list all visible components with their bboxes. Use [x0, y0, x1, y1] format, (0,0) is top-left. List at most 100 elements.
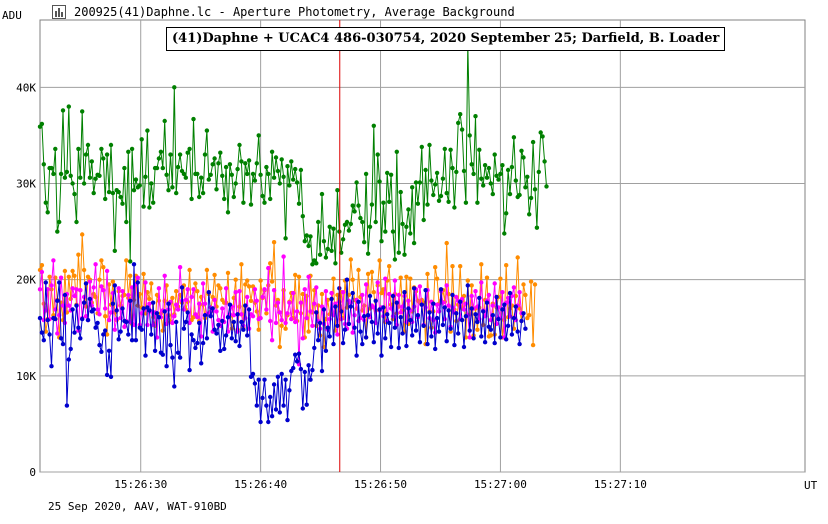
data-point	[58, 336, 64, 341]
data-point	[223, 164, 229, 170]
data-point	[375, 280, 380, 285]
data-point	[319, 291, 325, 297]
data-point	[149, 181, 154, 186]
data-point	[72, 191, 77, 197]
data-point	[99, 349, 104, 354]
data-point	[362, 314, 367, 319]
data-point	[85, 142, 91, 148]
data-point	[479, 334, 484, 339]
data-point	[246, 284, 252, 289]
data-point	[183, 319, 188, 325]
data-point	[277, 344, 282, 350]
data-point	[254, 161, 259, 166]
data-point	[62, 292, 68, 298]
data-point	[108, 374, 114, 379]
data-point	[356, 299, 361, 304]
data-point	[181, 307, 187, 312]
data-point	[446, 303, 451, 308]
data-point	[191, 338, 196, 343]
data-point	[385, 170, 390, 176]
data-point	[291, 290, 296, 296]
data-point	[269, 279, 275, 284]
data-point	[231, 319, 236, 325]
data-point	[60, 108, 66, 113]
data-point	[264, 311, 269, 316]
data-point	[316, 338, 321, 343]
data-point	[427, 310, 432, 315]
data-point	[174, 289, 179, 294]
data-point	[104, 268, 110, 274]
data-point	[475, 327, 480, 332]
data-point	[250, 314, 256, 319]
data-point	[456, 120, 461, 126]
data-point	[175, 307, 181, 312]
data-point	[37, 287, 43, 292]
data-point	[502, 317, 507, 323]
data-point	[74, 303, 79, 308]
data-point	[298, 167, 304, 173]
data-point	[122, 165, 127, 171]
data-point	[106, 317, 112, 323]
data-point	[411, 286, 417, 291]
data-point	[356, 267, 361, 273]
data-point	[517, 290, 522, 295]
data-point	[358, 329, 363, 334]
data-point	[461, 307, 467, 312]
data-point	[243, 282, 248, 287]
data-point	[66, 357, 72, 362]
data-point	[465, 283, 470, 288]
data-point	[268, 261, 273, 266]
data-point	[170, 320, 175, 326]
data-point	[104, 152, 110, 157]
data-point	[147, 301, 152, 306]
data-point	[308, 234, 313, 239]
data-point	[57, 280, 62, 285]
data-point	[264, 164, 269, 170]
series-2	[37, 254, 524, 367]
data-point	[335, 323, 340, 328]
data-point	[308, 309, 313, 314]
data-point	[469, 162, 474, 167]
data-point	[465, 278, 470, 283]
data-point	[51, 171, 56, 177]
data-point	[185, 287, 190, 292]
data-point	[151, 200, 156, 205]
data-point	[423, 167, 428, 173]
data-point	[484, 175, 490, 180]
data-point	[271, 382, 277, 387]
data-point	[118, 194, 123, 200]
data-point	[340, 340, 346, 346]
data-point	[440, 322, 446, 328]
data-point	[141, 271, 146, 277]
data-point	[206, 290, 211, 295]
data-point	[467, 328, 472, 333]
data-point	[118, 329, 123, 334]
data-point	[81, 267, 87, 273]
data-point	[108, 310, 114, 315]
data-point	[417, 180, 423, 185]
data-point	[45, 317, 50, 323]
data-point	[187, 267, 192, 273]
data-point	[97, 173, 102, 178]
data-point	[350, 203, 355, 208]
data-point	[101, 265, 106, 270]
data-point	[287, 300, 292, 305]
data-point	[74, 219, 79, 225]
data-point	[170, 185, 175, 190]
data-point	[383, 336, 388, 341]
data-point	[404, 343, 409, 349]
data-point	[488, 327, 493, 332]
data-point	[296, 351, 302, 356]
data-point	[496, 316, 501, 322]
data-point	[239, 262, 244, 267]
data-point	[408, 231, 413, 236]
data-point	[415, 313, 421, 318]
data-point	[479, 280, 484, 285]
data-point	[509, 332, 515, 337]
data-point	[271, 288, 277, 293]
data-point	[260, 395, 265, 401]
data-point	[45, 210, 50, 215]
data-point	[360, 341, 365, 347]
data-point	[450, 165, 455, 171]
data-point	[252, 381, 258, 386]
